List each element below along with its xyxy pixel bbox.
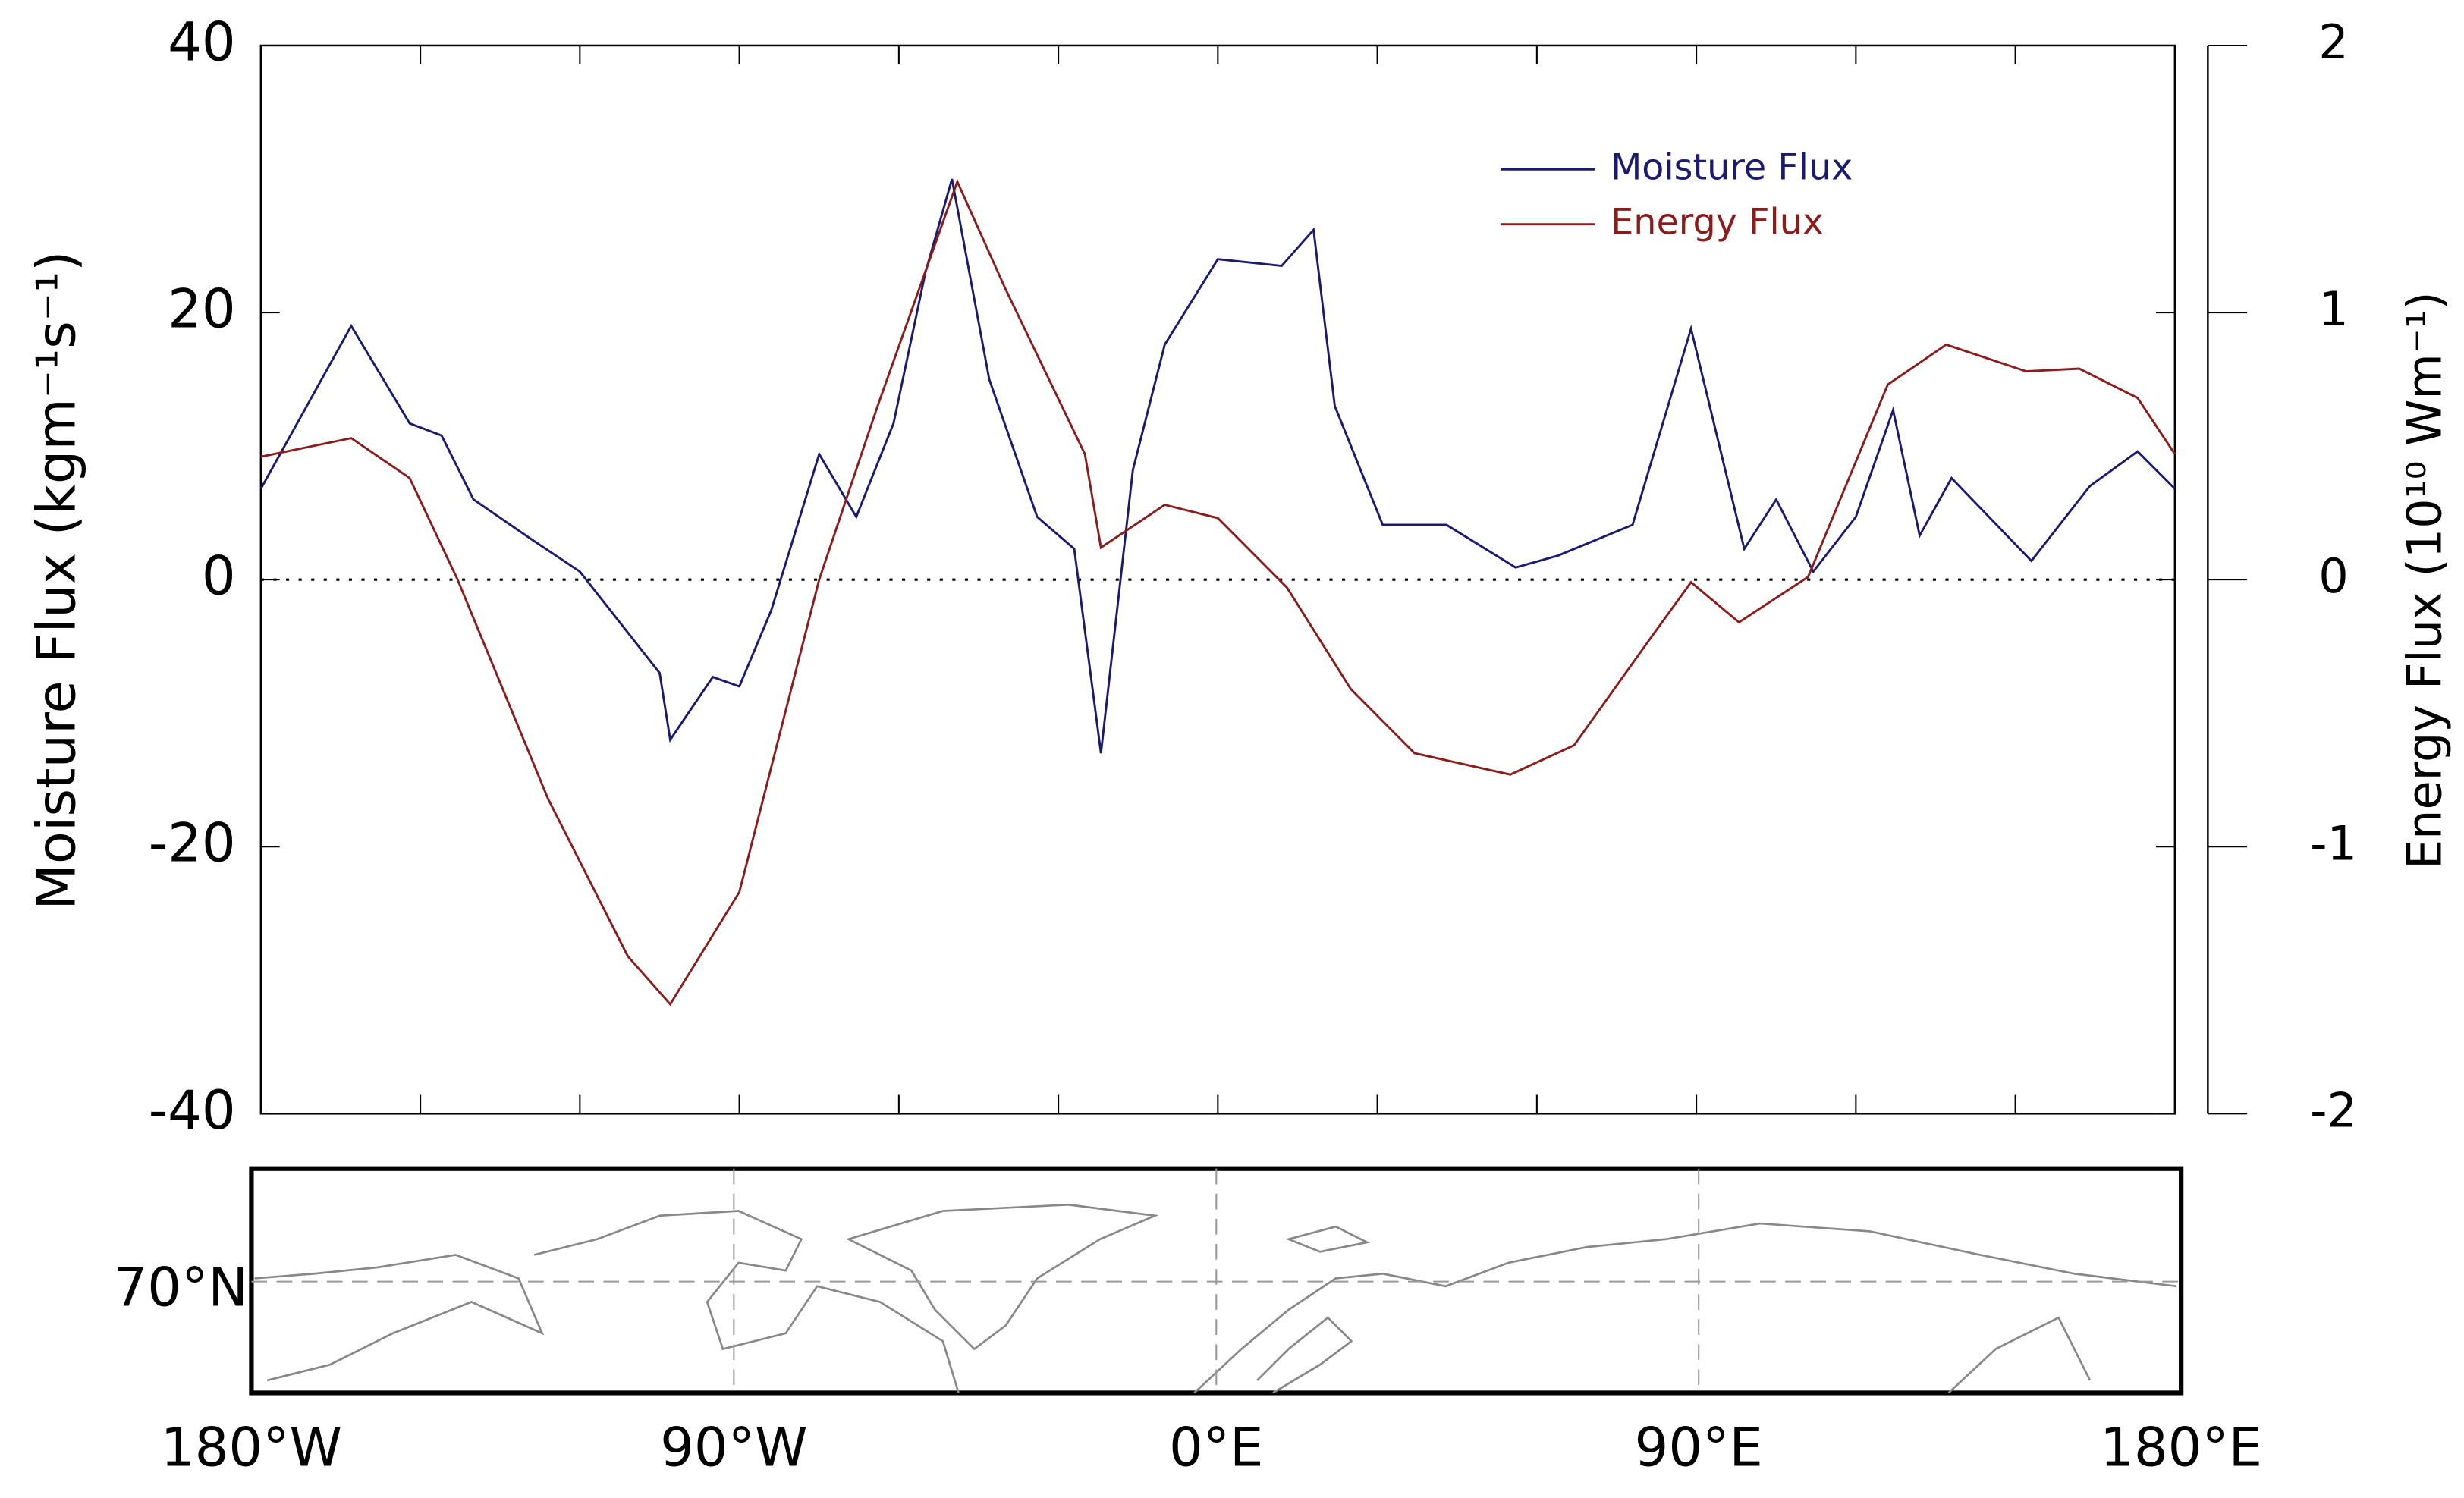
y-tick-label: 40 [168,11,236,74]
y2-tick-label: -2 [2310,1082,2357,1138]
coastlines [254,1203,2177,1394]
y2-axis-label: Energy Flux (10¹⁰ Wm⁻¹) [2396,291,2452,869]
x-tick-label: 180°E [2100,1417,2262,1479]
series-line [259,178,2176,754]
legend-label: Moisture Flux [1611,146,1853,188]
x-tick-label: 90°E [1635,1417,1763,1479]
coast-svalbard [1285,1225,1371,1253]
coast-kamchatka [1947,1316,2092,1394]
coast-canada [533,1210,960,1393]
series-line [260,178,2176,1007]
coast-alaska [254,1254,545,1382]
coast-eurasia [1193,1222,2177,1394]
latitude-label: 70°N [113,1257,247,1319]
x-tick-label: 180°W [161,1417,342,1479]
y2-tick-label: 2 [2318,14,2349,70]
x-tick-label: 0°E [1169,1417,1264,1479]
coast-greenland [845,1203,1159,1351]
y-tick-label: 0 [202,545,236,608]
x-tick-label: 90°W [660,1417,807,1479]
y-tick-label: -20 [149,812,236,875]
coast-scandinavia [1256,1316,1353,1394]
y2-tick-label: 1 [2318,281,2349,337]
y2-tick-label: -1 [2310,815,2357,871]
y-tick-label: -40 [149,1079,236,1142]
y-axis-label: Moisture Flux (kgm⁻¹s⁻¹) [25,251,87,910]
y-tick-label: 20 [168,278,236,341]
y2-tick-label: 0 [2318,548,2349,604]
legend-label: Energy Flux [1611,202,1824,243]
